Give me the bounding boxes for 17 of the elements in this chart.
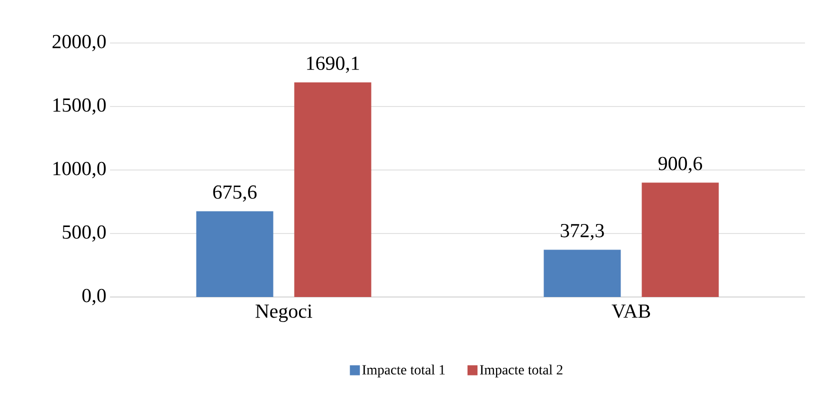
- data-label: 900,6: [658, 156, 702, 174]
- legend-label: Impacte total 1: [362, 364, 445, 378]
- bar: [642, 182, 719, 297]
- y-tick-label: 500,0: [62, 225, 106, 242]
- y-tick-label: 0,0: [82, 288, 106, 306]
- y-tick-label: 1500,0: [53, 98, 106, 115]
- data-label: 372,3: [560, 224, 604, 240]
- x-tick-label: Negoci: [256, 304, 312, 322]
- x-tick-label: VAB: [612, 304, 650, 318]
- bar: [544, 250, 621, 297]
- data-label: 675,6: [213, 185, 257, 202]
- bar: [294, 82, 372, 297]
- legend-label: Impacte total 2: [480, 364, 562, 378]
- y-tick-label: 2000,0: [52, 34, 106, 52]
- bar: [196, 211, 274, 297]
- y-tick-label: 1000,0: [53, 162, 106, 178]
- data-label: 1690,1: [307, 56, 359, 73]
